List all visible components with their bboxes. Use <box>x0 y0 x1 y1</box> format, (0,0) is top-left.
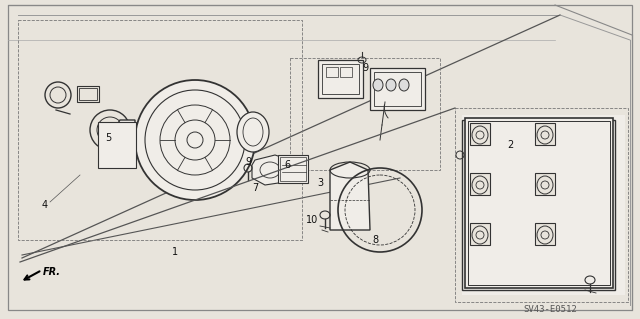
Bar <box>470 223 490 245</box>
Text: 6: 6 <box>284 160 290 170</box>
Bar <box>280 157 306 181</box>
Text: FR.: FR. <box>43 267 61 277</box>
Bar <box>535 123 555 145</box>
Text: 2: 2 <box>507 140 513 150</box>
Polygon shape <box>115 120 135 165</box>
Bar <box>318 60 363 98</box>
Ellipse shape <box>399 79 409 91</box>
Bar <box>468 121 610 285</box>
Polygon shape <box>462 115 625 295</box>
Bar <box>465 118 613 288</box>
Ellipse shape <box>386 79 396 91</box>
Bar <box>340 67 352 77</box>
Polygon shape <box>252 155 295 185</box>
Bar <box>79 88 97 100</box>
Bar <box>322 64 359 94</box>
Polygon shape <box>462 120 615 290</box>
Bar <box>326 67 338 77</box>
Bar <box>370 68 425 110</box>
Bar <box>535 173 555 195</box>
Bar <box>470 123 490 145</box>
Text: 3: 3 <box>317 178 323 188</box>
Text: 4: 4 <box>42 200 48 210</box>
Polygon shape <box>330 162 370 230</box>
Bar <box>535 223 555 245</box>
Bar <box>374 72 421 106</box>
Ellipse shape <box>237 112 269 152</box>
Text: 7: 7 <box>252 183 258 193</box>
Text: 9: 9 <box>245 157 251 167</box>
Text: 1: 1 <box>172 247 178 257</box>
Text: 5: 5 <box>105 133 111 143</box>
Bar <box>470 173 490 195</box>
Text: 9: 9 <box>362 63 368 73</box>
Bar <box>278 155 308 183</box>
Ellipse shape <box>373 79 383 91</box>
Bar <box>77 86 99 102</box>
Text: 8: 8 <box>372 235 378 245</box>
Text: SV43-E0512: SV43-E0512 <box>523 306 577 315</box>
Ellipse shape <box>135 80 255 200</box>
Text: 10: 10 <box>306 215 318 225</box>
Bar <box>98 122 136 168</box>
